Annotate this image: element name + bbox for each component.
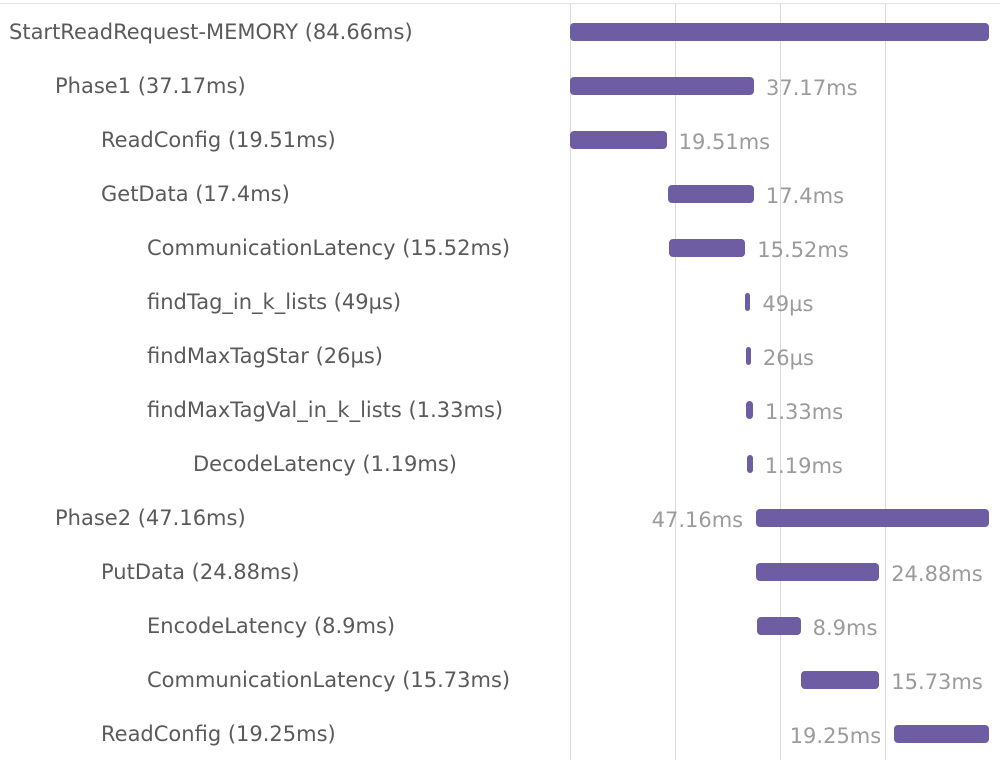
timeline-gridline [675, 4, 676, 760]
span-row[interactable]: ReadConfig (19.51ms) 19.51ms [0, 113, 1000, 167]
span-duration-label: 24.88ms [891, 562, 983, 586]
span-name-label: GetData (17.4ms) [101, 182, 290, 206]
span-name-label: Phase1 (37.17ms) [55, 74, 246, 98]
span-duration-label: 49µs [762, 292, 814, 316]
timeline-gridline [570, 4, 571, 760]
span-name-label: findMaxTagVal_in_k_lists (1.33ms) [147, 398, 504, 422]
span-name-label: findMaxTagStar (26µs) [147, 344, 383, 368]
span-row[interactable]: PutData (24.88ms) 24.88ms [0, 545, 1000, 599]
span-name-label: StartReadRequest-MEMORY (84.66ms) [9, 20, 413, 44]
span-name-label: Phase2 (47.16ms) [55, 506, 246, 530]
span-duration-bar[interactable] [756, 617, 801, 635]
span-row[interactable]: findTag_in_k_lists (49µs) 49µs [0, 275, 1000, 329]
span-duration-label: 15.52ms [757, 238, 849, 262]
span-duration-label: 1.19ms [764, 454, 843, 478]
span-name-label: EncodeLatency (8.9ms) [147, 614, 396, 638]
span-duration-bar[interactable] [570, 131, 667, 149]
top-divider [0, 3, 1000, 4]
span-duration-bar[interactable] [756, 563, 880, 581]
span-name-label: ReadConfig (19.51ms) [101, 128, 336, 152]
span-row[interactable]: Phase2 (47.16ms) 47.16ms [0, 491, 1000, 545]
span-name-label: CommunicationLatency (15.73ms) [147, 668, 511, 692]
span-duration-bar[interactable] [755, 509, 989, 527]
span-row[interactable]: StartReadRequest-MEMORY (84.66ms) [0, 5, 1000, 59]
span-duration-label: 1.33ms [765, 400, 844, 424]
span-row[interactable]: Phase1 (37.17ms) 37.17ms [0, 59, 1000, 113]
span-duration-bar[interactable] [667, 185, 754, 203]
span-row[interactable]: ReadConfig (19.25ms) 19.25ms [0, 707, 1000, 761]
span-row[interactable]: CommunicationLatency (15.73ms) 15.73ms [0, 653, 1000, 707]
span-duration-bar[interactable] [570, 77, 754, 95]
span-duration-label: 26µs [762, 346, 814, 370]
span-name-label: CommunicationLatency (15.52ms) [147, 236, 511, 260]
span-row[interactable]: GetData (17.4ms) 17.4ms [0, 167, 1000, 221]
span-duration-bar[interactable] [801, 671, 880, 689]
span-duration-label: 15.73ms [891, 670, 983, 694]
span-row[interactable]: EncodeLatency (8.9ms) 8.9ms [0, 599, 1000, 653]
span-name-label: DecodeLatency (1.19ms) [193, 452, 457, 476]
span-duration-bar[interactable] [746, 401, 753, 419]
span-duration-label: 37.17ms [766, 76, 858, 100]
span-row[interactable]: CommunicationLatency (15.52ms) 15.52ms [0, 221, 1000, 275]
span-row[interactable]: findMaxTagStar (26µs) 26µs [0, 329, 1000, 383]
span-duration-bar[interactable] [745, 347, 751, 365]
span-name-label: PutData (24.88ms) [101, 560, 300, 584]
span-duration-label: 19.25ms [789, 724, 882, 748]
span-name-label: findTag_in_k_lists (49µs) [147, 290, 402, 314]
timeline-gridline [780, 4, 781, 760]
span-name-label: ReadConfig (19.25ms) [101, 722, 336, 746]
span-duration-bar[interactable] [746, 455, 753, 473]
span-duration-bar[interactable] [893, 725, 989, 743]
span-duration-label: 47.16ms [651, 508, 744, 532]
span-duration-bar[interactable] [570, 23, 989, 41]
span-duration-bar[interactable] [745, 293, 751, 311]
span-duration-bar[interactable] [668, 239, 746, 257]
span-duration-label: 19.51ms [678, 130, 771, 154]
span-row[interactable]: findMaxTagVal_in_k_lists (1.33ms) 1.33ms [0, 383, 1000, 437]
span-duration-label: 17.4ms [765, 184, 845, 208]
timeline-gridline [885, 4, 886, 760]
span-row[interactable]: DecodeLatency (1.19ms) 1.19ms [0, 437, 1000, 491]
span-duration-label: 8.9ms [812, 616, 878, 640]
